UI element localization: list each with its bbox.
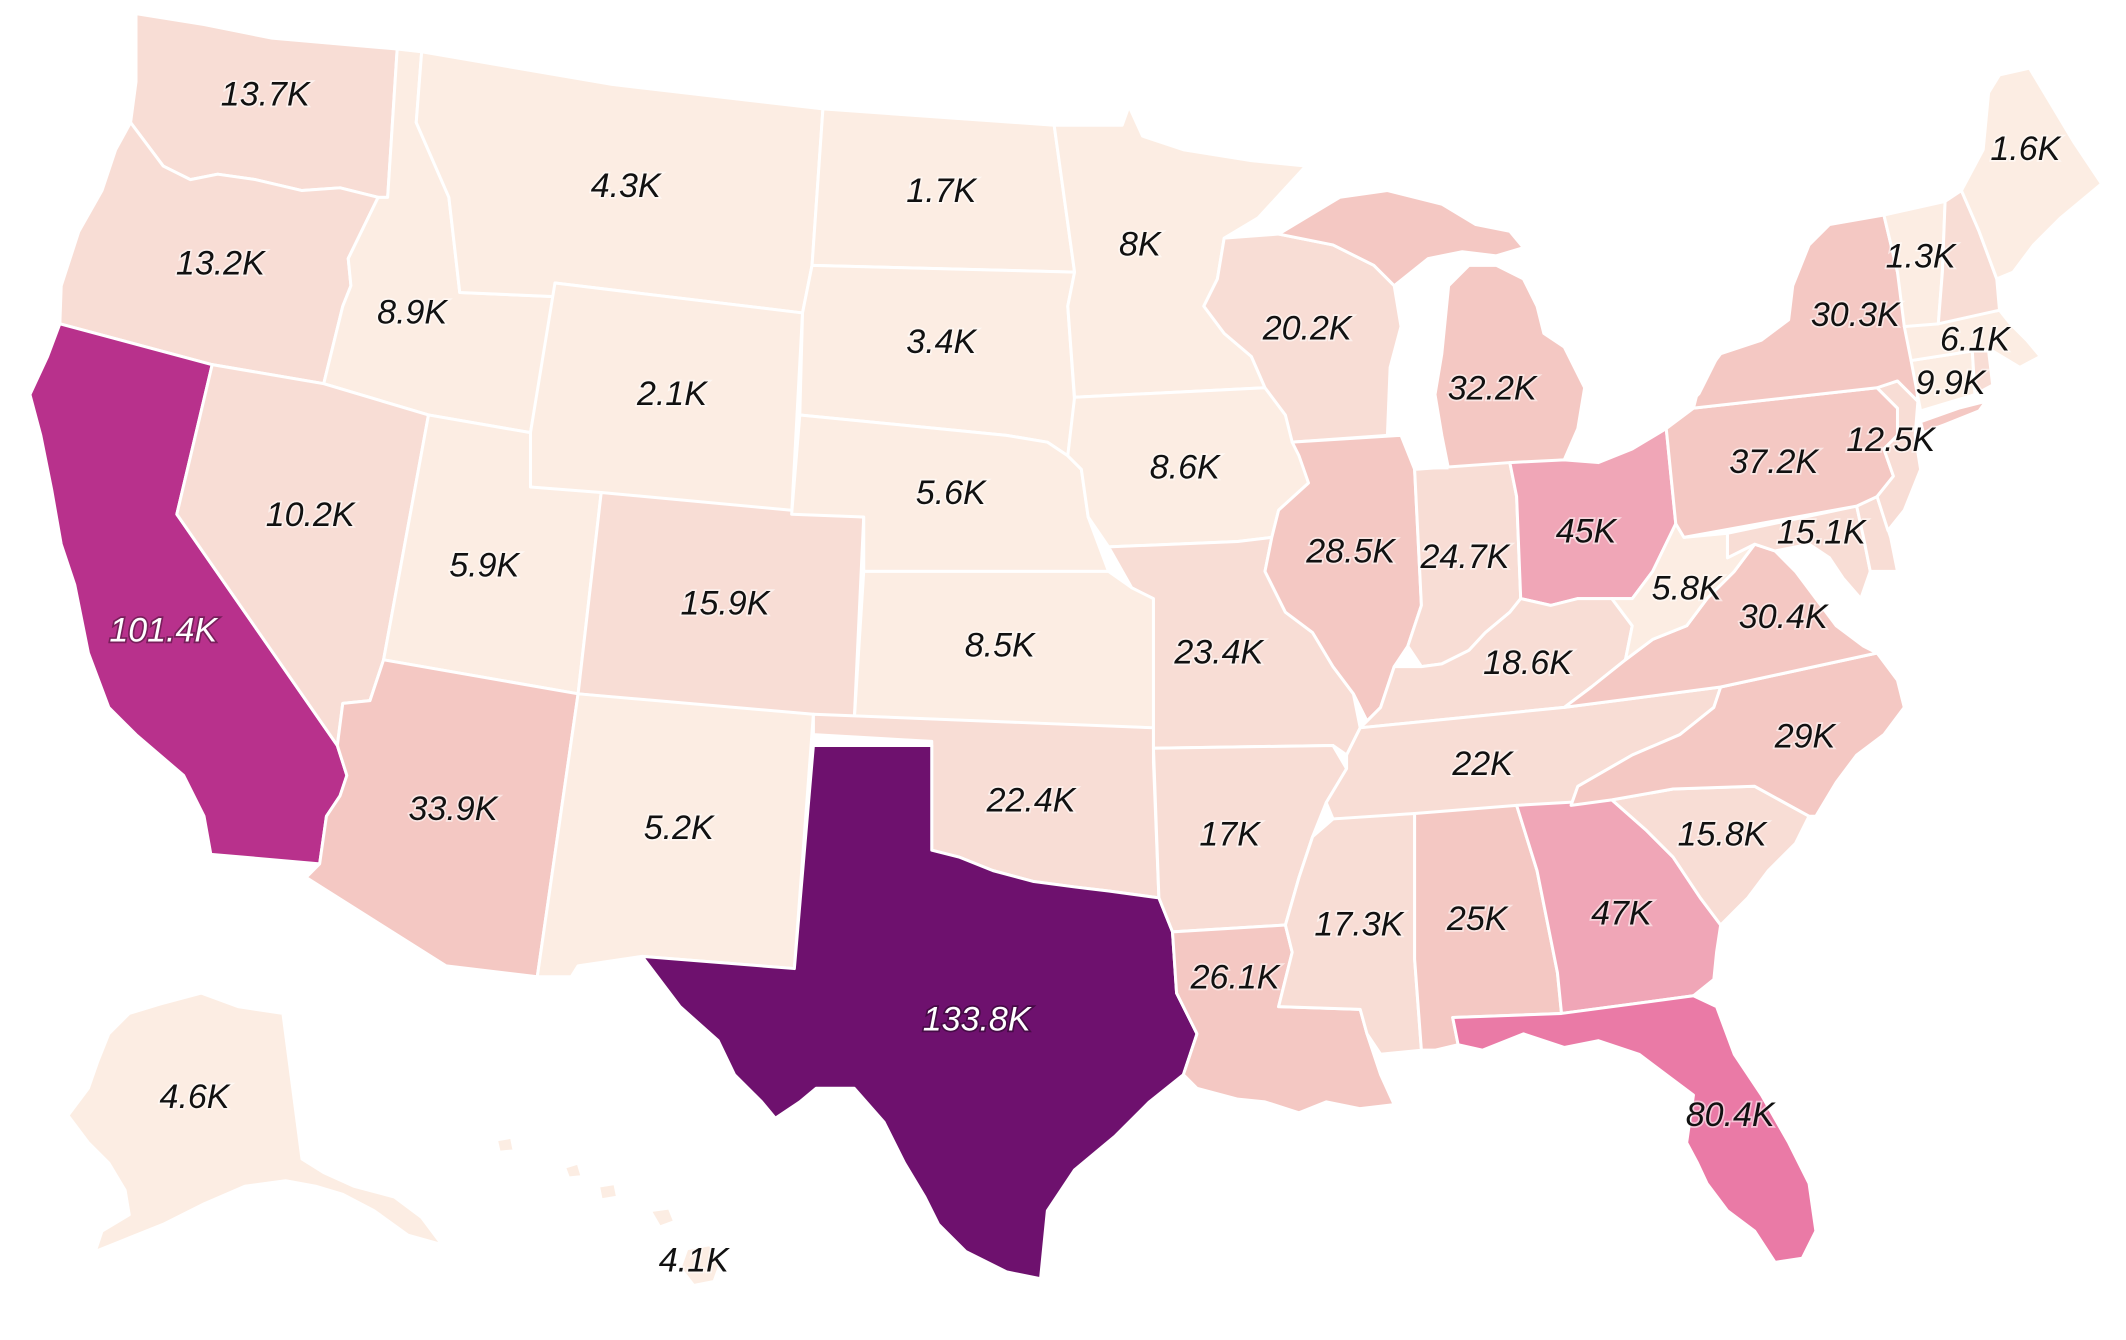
state-label-ME: 1.6K	[1990, 130, 2061, 168]
state-MI[interactable]	[1433, 263, 1587, 471]
state-label-ND: 1.7K	[906, 172, 977, 210]
state-label-WI: 20.2K	[1262, 310, 1353, 348]
state-label-SC: 15.8K	[1678, 816, 1768, 854]
state-label-WA: 13.7K	[221, 76, 311, 114]
state-label-WY: 2.1K	[636, 375, 708, 413]
state-label-MN: 8K	[1119, 225, 1162, 263]
state-HI-big[interactable]	[678, 1243, 723, 1287]
state-label-AR: 17K	[1199, 816, 1261, 854]
state-label-OK: 22.4K	[986, 782, 1077, 820]
state-label-TX: 133.8K	[923, 1001, 1032, 1039]
state-label-OR: 13.2K	[176, 244, 266, 282]
labels-layer: 13.7K 13.2K 101.4K 8.9K 10.2K 4.3K 2.1K 5.9K 33.…	[108, 74, 2064, 1281]
state-NY[interactable]	[1691, 213, 1920, 410]
state-label-NC: 29K	[1774, 718, 1837, 756]
state-label-MT: 4.3K	[591, 167, 662, 205]
state-NM[interactable]	[535, 692, 815, 979]
state-HI-oahu[interactable]	[596, 1181, 620, 1202]
state-label-IL: 28.5K	[1305, 533, 1396, 571]
state-label-MS: 17.3K	[1314, 905, 1404, 943]
state-ME[interactable]	[1959, 66, 2104, 281]
state-label-CO: 15.9K	[681, 584, 771, 622]
state-label-CA: 101.4K	[109, 612, 218, 650]
state-label-MO: 23.4K	[1173, 633, 1264, 671]
state-label-FL: 80.4K	[1686, 1096, 1776, 1134]
state-label-PA: 37.2K	[1729, 443, 1819, 481]
state-label-ID: 8.9K	[377, 293, 448, 331]
state-TX[interactable]	[640, 743, 1199, 1281]
states-layer	[28, 12, 2104, 1287]
state-label-HI: 4.1K	[659, 1241, 730, 1279]
state-AK[interactable]	[66, 991, 444, 1253]
state-label-SD: 3.4K	[906, 323, 977, 361]
state-label-IN: 24.7K	[1420, 538, 1511, 576]
state-label-MD: 15.1K	[1777, 514, 1867, 552]
state-label-NE: 5.6K	[916, 474, 987, 512]
state-label-KY: 18.6K	[1483, 644, 1573, 682]
state-label-NM: 5.2K	[644, 809, 715, 847]
lake-michigan	[1390, 285, 1449, 470]
state-label-NJ: 12.5K	[1846, 421, 1936, 459]
state-NY-LI[interactable]	[1919, 399, 1988, 435]
state-HI-maui[interactable]	[648, 1206, 677, 1229]
state-label-NV: 10.2K	[266, 496, 356, 534]
state-HI-kauai[interactable]	[562, 1161, 584, 1180]
state-label-AZ: 33.9K	[409, 790, 499, 828]
state-FL[interactable]	[1451, 994, 1818, 1264]
state-label-AL: 25K	[1446, 900, 1509, 938]
state-label-NY: 30.3K	[1811, 296, 1901, 334]
state-label-MI: 32.2K	[1448, 369, 1538, 407]
state-label-VA: 30.4K	[1739, 598, 1829, 636]
state-label-KS: 8.5K	[965, 627, 1036, 665]
state-label-OH: 45K	[1556, 512, 1618, 550]
state-label-MA: 6.1K	[1940, 320, 2011, 358]
state-label-AK: 4.6K	[160, 1078, 231, 1116]
state-label-WV: 5.8K	[1652, 569, 1723, 607]
state-label-IA: 8.6K	[1150, 448, 1221, 486]
state-HI-niihau[interactable]	[494, 1135, 516, 1154]
state-label-CT: 9.9K	[1916, 364, 1987, 402]
state-MI-UP[interactable]	[1277, 189, 1525, 288]
state-label-TN: 22K	[1451, 745, 1514, 783]
state-label-LA: 26.1K	[1190, 958, 1281, 996]
state-label-VT: 1.3K	[1886, 238, 1957, 276]
lakes-layer	[1224, 197, 1721, 470]
state-NC[interactable]	[1569, 651, 1906, 818]
lake-superior	[1224, 197, 1340, 239]
state-label-UT: 5.9K	[449, 546, 520, 584]
state-label-GA: 47K	[1591, 895, 1653, 933]
